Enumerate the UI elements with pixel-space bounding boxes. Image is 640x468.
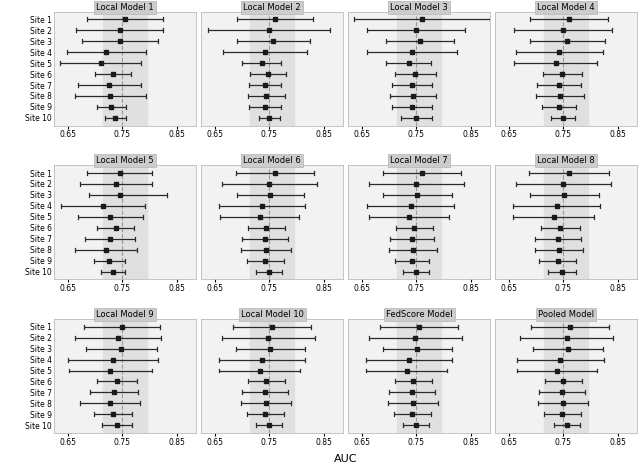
Title: Local Model 8: Local Model 8: [537, 156, 595, 165]
Text: AUC: AUC: [334, 454, 357, 464]
Bar: [250, 12, 294, 125]
Bar: [250, 165, 294, 279]
Bar: [397, 12, 441, 125]
Title: Local Model 6: Local Model 6: [243, 156, 301, 165]
Title: Local Model 1: Local Model 1: [96, 3, 154, 12]
Bar: [103, 165, 147, 279]
Bar: [103, 12, 147, 125]
Bar: [545, 12, 588, 125]
Title: Local Model 10: Local Model 10: [241, 310, 303, 319]
Bar: [103, 319, 147, 433]
Title: Pooled Model: Pooled Model: [538, 310, 594, 319]
Title: Local Model 9: Local Model 9: [96, 310, 154, 319]
Title: Local Model 2: Local Model 2: [243, 3, 301, 12]
Title: Local Model 3: Local Model 3: [390, 3, 448, 12]
Bar: [397, 165, 441, 279]
Title: FedScore Model: FedScore Model: [386, 310, 452, 319]
Title: Local Model 4: Local Model 4: [538, 3, 595, 12]
Bar: [545, 165, 588, 279]
Bar: [397, 319, 441, 433]
Title: Local Model 7: Local Model 7: [390, 156, 448, 165]
Title: Local Model 5: Local Model 5: [96, 156, 154, 165]
Bar: [545, 319, 588, 433]
Bar: [250, 319, 294, 433]
